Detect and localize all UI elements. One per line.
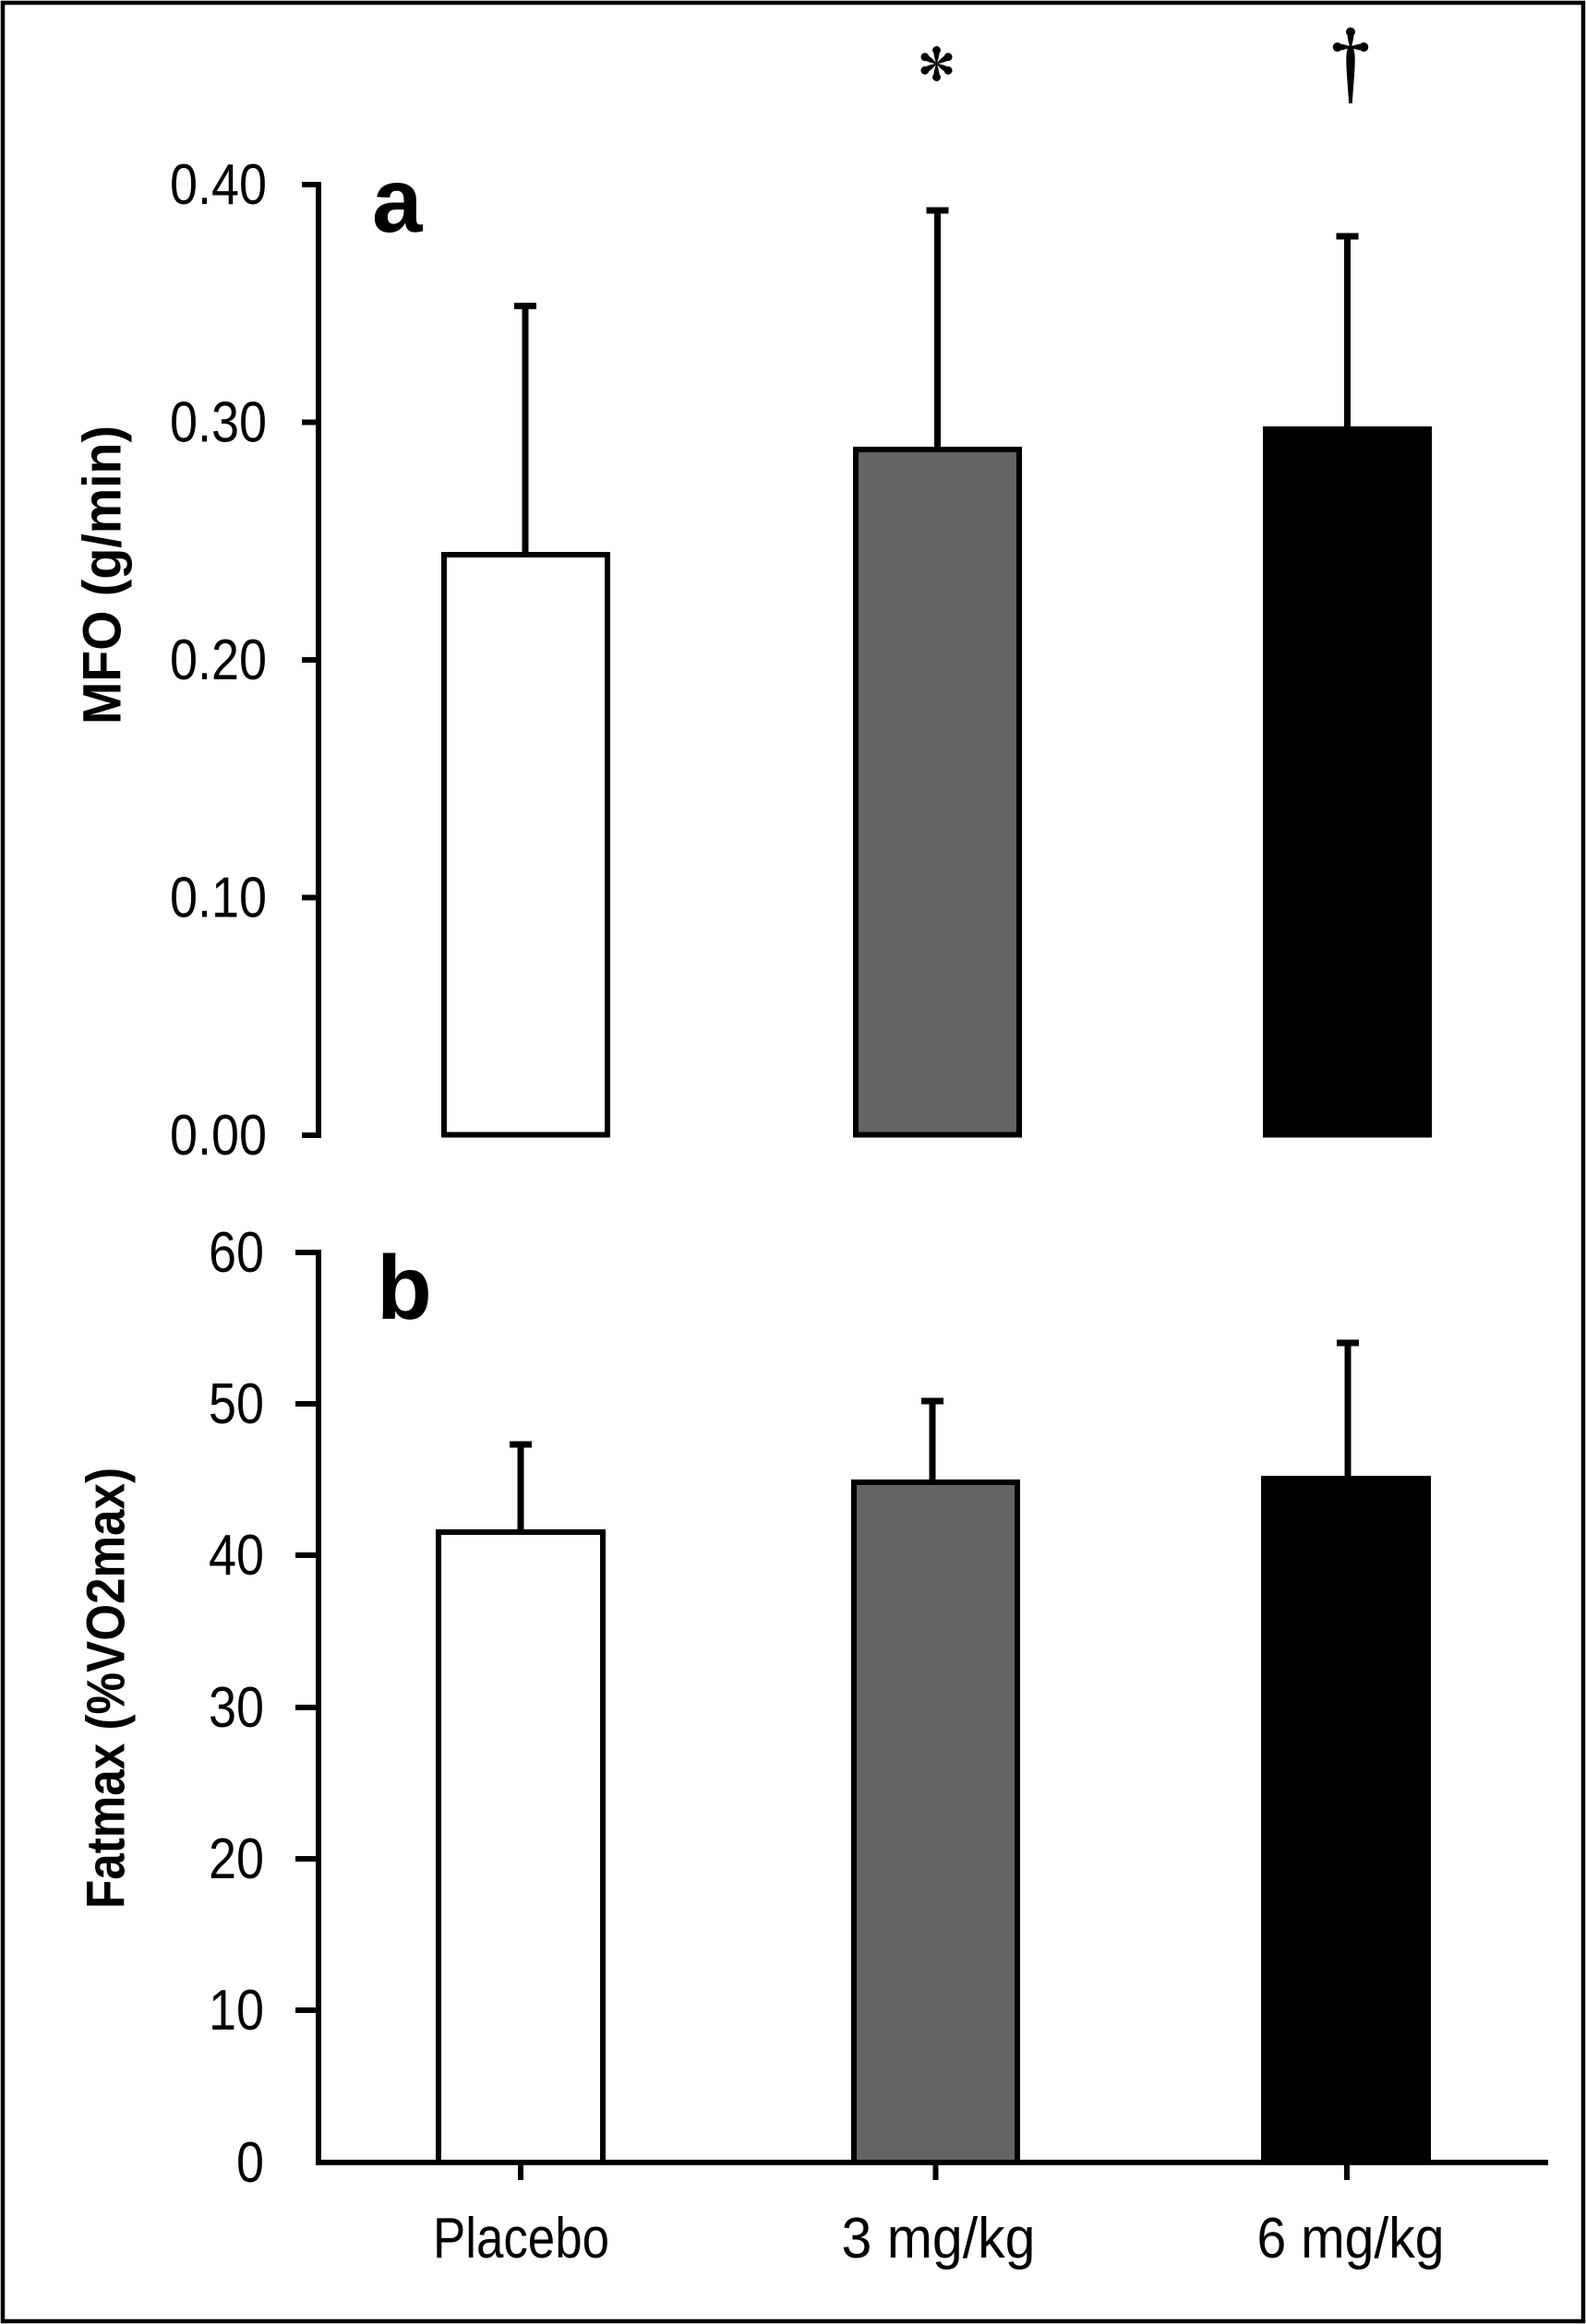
svg-text:Fatmax (%VO2max): Fatmax (%VO2max) bbox=[77, 1467, 137, 1909]
svg-text:a: a bbox=[372, 150, 424, 251]
svg-text:20: 20 bbox=[209, 1827, 264, 1891]
svg-text:0.10: 0.10 bbox=[170, 867, 267, 930]
svg-text:10: 10 bbox=[209, 1979, 264, 2042]
svg-text:Placebo: Placebo bbox=[433, 2207, 609, 2270]
svg-text:30: 30 bbox=[209, 1676, 264, 1740]
svg-text:60: 60 bbox=[209, 1221, 264, 1285]
svg-text:0.20: 0.20 bbox=[170, 629, 267, 692]
svg-text:0: 0 bbox=[236, 2131, 264, 2195]
svg-text:0.40: 0.40 bbox=[170, 153, 267, 217]
svg-text:3 mg/kg: 3 mg/kg bbox=[842, 2207, 1036, 2270]
svg-text:50: 50 bbox=[209, 1372, 264, 1436]
svg-text:40: 40 bbox=[209, 1524, 264, 1587]
svg-text:0.00: 0.00 bbox=[170, 1104, 267, 1168]
svg-text:0.30: 0.30 bbox=[170, 391, 267, 455]
svg-text:b: b bbox=[377, 1237, 432, 1338]
svg-text:MFO (g/min): MFO (g/min) bbox=[73, 425, 133, 725]
svg-text:6 mg/kg: 6 mg/kg bbox=[1257, 2207, 1445, 2270]
